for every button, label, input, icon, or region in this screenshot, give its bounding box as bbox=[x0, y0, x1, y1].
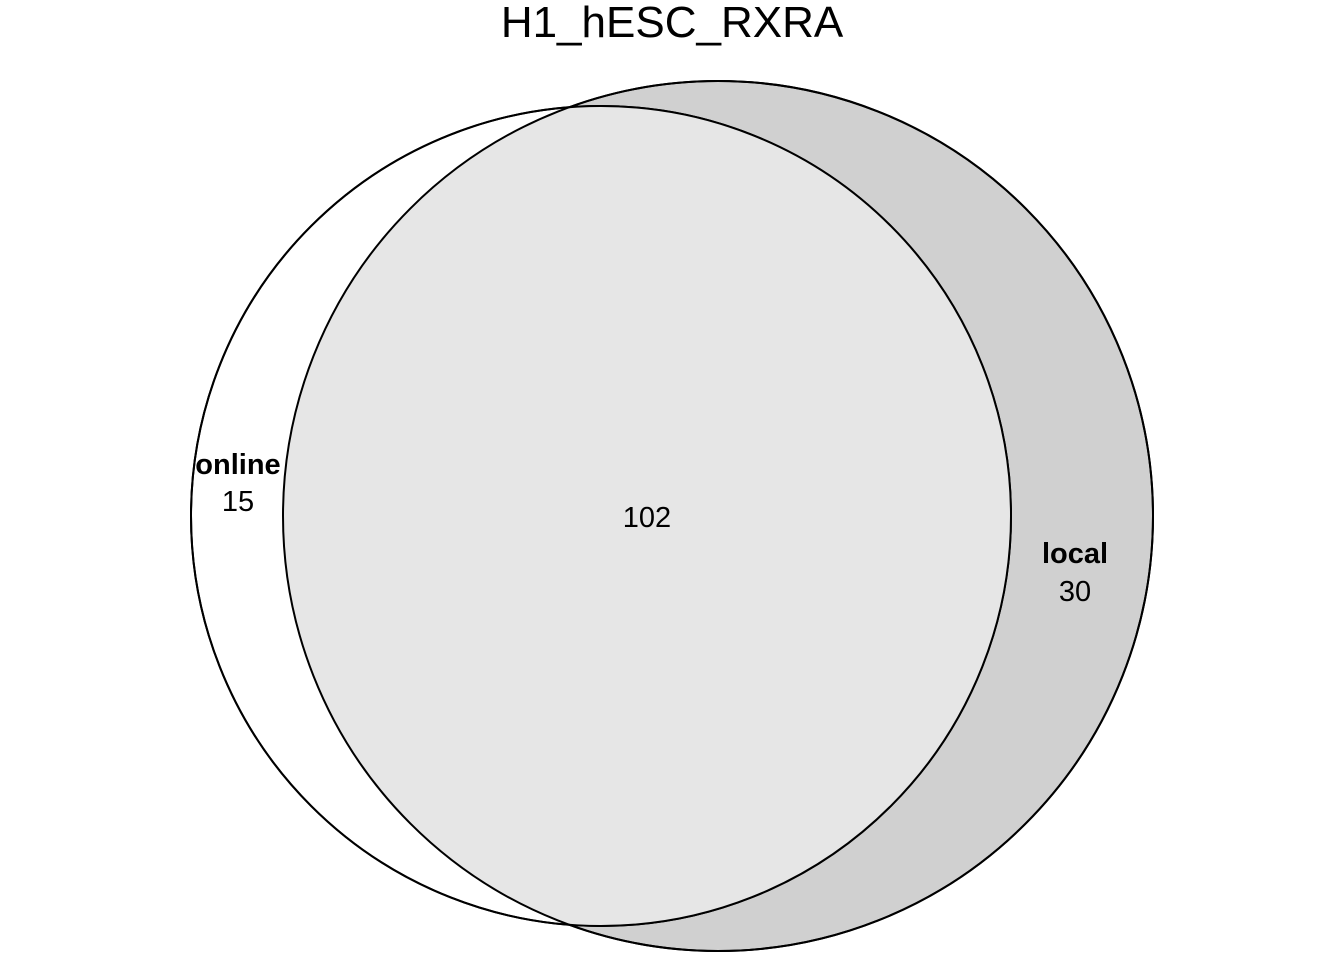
local-set-outline bbox=[282, 80, 1154, 952]
online-only-count: 15 bbox=[222, 486, 254, 518]
local-set-label: local bbox=[1042, 538, 1108, 570]
online-set-label: online bbox=[195, 449, 280, 481]
intersection-count: 102 bbox=[623, 502, 671, 534]
online-set-outline bbox=[190, 105, 1012, 927]
diagram-title: H1_hESC_RXRA bbox=[501, 0, 844, 47]
intersection-region bbox=[283, 106, 1011, 926]
local-only-count: 30 bbox=[1059, 576, 1091, 608]
